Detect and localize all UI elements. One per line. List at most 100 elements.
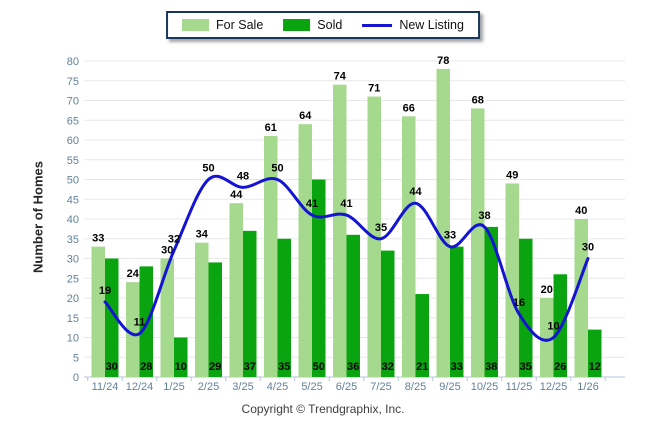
bar-sold	[208, 262, 222, 377]
new-listing-value-label: 30	[582, 242, 594, 254]
sold-value-label: 36	[347, 361, 359, 373]
sold-value-label: 37	[244, 361, 256, 373]
bar-sold	[484, 226, 498, 377]
x-tick-label: 1/26	[577, 381, 598, 393]
sold-swatch-icon	[283, 19, 311, 31]
bar-sold	[588, 329, 602, 377]
for-sale-value-label: 24	[127, 268, 140, 280]
sold-value-label: 32	[382, 361, 394, 373]
y-tick-label: 20	[67, 293, 79, 305]
for-sale-value-label: 71	[368, 83, 380, 95]
bar-sold	[346, 234, 360, 377]
y-tick-label: 55	[67, 155, 79, 167]
y-tick-label: 0	[73, 372, 79, 384]
new-listing-line	[103, 174, 590, 342]
sold-value-label: 38	[485, 361, 497, 373]
new-listing-value-label: 33	[444, 230, 456, 242]
new-listing-value-label: 41	[340, 198, 352, 210]
y-tick-label: 70	[67, 96, 79, 108]
legend-label-new-listing: New Listing	[399, 18, 464, 32]
y-tick-label: 45	[67, 194, 79, 206]
bar-for-sale	[298, 124, 312, 377]
for-sale-value-label: 34	[196, 229, 209, 241]
for-sale-value-label: 40	[575, 205, 587, 217]
new-listing-value-label: 44	[409, 186, 422, 198]
bar-sold	[174, 337, 188, 377]
x-tick-label: 7/25	[370, 381, 391, 393]
new-listing-value-label: 35	[375, 222, 387, 234]
y-tick-label: 35	[67, 234, 79, 246]
sold-value-label: 29	[209, 361, 221, 373]
for-sale-value-label: 20	[541, 284, 553, 296]
y-tick-label: 80	[67, 56, 79, 68]
new-listing-value-label: 32	[168, 234, 180, 246]
new-listing-value-label: 41	[306, 198, 318, 210]
bar-for-sale	[229, 203, 243, 377]
x-tick-label: 11/25	[506, 381, 533, 393]
sold-value-label: 35	[520, 361, 532, 373]
legend: For Sale Sold New Listing	[166, 11, 480, 39]
y-tick-label: 65	[67, 115, 79, 127]
y-tick-label: 75	[67, 76, 79, 88]
x-tick-label: 2/25	[198, 381, 219, 393]
x-tick-label: 11/24	[92, 381, 119, 393]
new-listing-value-label: 38	[478, 210, 490, 222]
x-tick-label: 12/24	[126, 381, 154, 393]
for-sale-value-label: 49	[506, 169, 518, 181]
bar-sold	[519, 238, 533, 377]
bar-for-sale	[195, 242, 209, 377]
bar-for-sale	[471, 108, 485, 378]
x-tick-label: 6/25	[336, 381, 357, 393]
sold-value-label: 21	[416, 361, 428, 373]
y-tick-label: 30	[67, 254, 79, 266]
for-sale-value-label: 64	[299, 110, 312, 122]
for-sale-swatch-icon	[182, 19, 210, 31]
bar-sold	[105, 258, 119, 377]
sold-value-label: 12	[589, 361, 601, 373]
new-listing-line-icon	[362, 23, 393, 27]
legend-label-for-sale: For Sale	[216, 18, 264, 32]
sold-value-label: 28	[140, 361, 152, 373]
bar-for-sale	[574, 219, 588, 377]
x-tick-label: 5/25	[301, 381, 322, 393]
sold-value-label: 35	[278, 361, 290, 373]
sold-value-label: 33	[451, 361, 463, 373]
x-tick-label: 8/25	[405, 381, 426, 393]
new-listing-value-label: 19	[99, 285, 111, 297]
for-sale-value-label: 78	[437, 55, 449, 67]
bar-for-sale	[264, 136, 278, 377]
sold-value-label: 30	[106, 361, 118, 373]
legend-item-new-listing: New Listing	[362, 18, 464, 32]
x-tick-label: 12/25	[540, 381, 568, 393]
y-tick-label: 40	[67, 214, 79, 226]
for-sale-value-label: 30	[161, 245, 173, 257]
y-tick-label: 25	[67, 273, 79, 285]
sold-value-label: 26	[554, 361, 566, 373]
y-tick-label: 10	[67, 333, 79, 345]
for-sale-value-label: 68	[472, 94, 484, 106]
x-tick-label: 9/25	[439, 381, 460, 393]
bar-sold	[450, 246, 464, 377]
sold-value-label: 10	[175, 361, 187, 373]
bar-for-sale	[436, 68, 450, 378]
copyright-text: Copyright © Trendgraphix, Inc.	[241, 402, 405, 416]
new-listing-value-label: 48	[237, 170, 249, 182]
x-tick-label: 1/25	[163, 381, 184, 393]
new-listing-value-label: 11	[134, 317, 146, 329]
legend-item-sold: Sold	[283, 18, 342, 32]
for-sale-value-label: 33	[92, 233, 104, 245]
bar-for-sale	[540, 298, 554, 377]
new-listing-value-label: 10	[547, 321, 559, 333]
y-tick-label: 60	[67, 135, 79, 147]
legend-item-for-sale: For Sale	[182, 18, 263, 32]
sold-value-label: 50	[313, 361, 325, 373]
bar-sold	[277, 238, 291, 377]
for-sale-value-label: 61	[265, 122, 277, 134]
bar-sold	[312, 179, 326, 377]
for-sale-value-label: 74	[334, 71, 347, 83]
bar-sold	[381, 250, 395, 377]
for-sale-value-label: 44	[230, 189, 243, 201]
x-tick-label: 4/25	[267, 381, 288, 393]
